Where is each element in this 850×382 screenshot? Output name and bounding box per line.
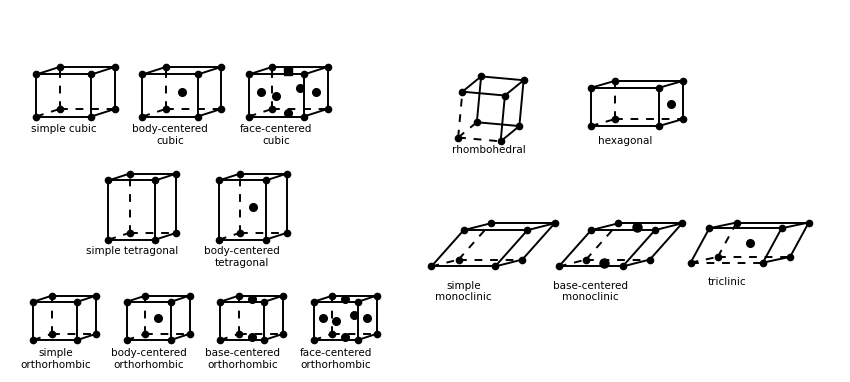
- Text: rhombohedral: rhombohedral: [452, 145, 525, 155]
- Text: face-centered
orthorhombic: face-centered orthorhombic: [299, 348, 372, 370]
- Text: body-centered
cubic: body-centered cubic: [132, 124, 208, 146]
- Text: simple cubic: simple cubic: [31, 124, 97, 134]
- Text: simple
orthorhombic: simple orthorhombic: [20, 348, 91, 370]
- Text: body-centered
tetragonal: body-centered tetragonal: [204, 246, 280, 268]
- Text: base-centered
monoclinic: base-centered monoclinic: [553, 281, 628, 303]
- Text: body-centered
orthorhombic: body-centered orthorhombic: [110, 348, 187, 370]
- Text: simple
monoclinic: simple monoclinic: [435, 281, 491, 303]
- Text: simple tetragonal: simple tetragonal: [86, 246, 178, 256]
- Text: triclinic: triclinic: [707, 277, 746, 287]
- Text: base-centered
orthorhombic: base-centered orthorhombic: [205, 348, 280, 370]
- Text: hexagonal: hexagonal: [598, 136, 652, 146]
- Text: face-centered
cubic: face-centered cubic: [240, 124, 313, 146]
